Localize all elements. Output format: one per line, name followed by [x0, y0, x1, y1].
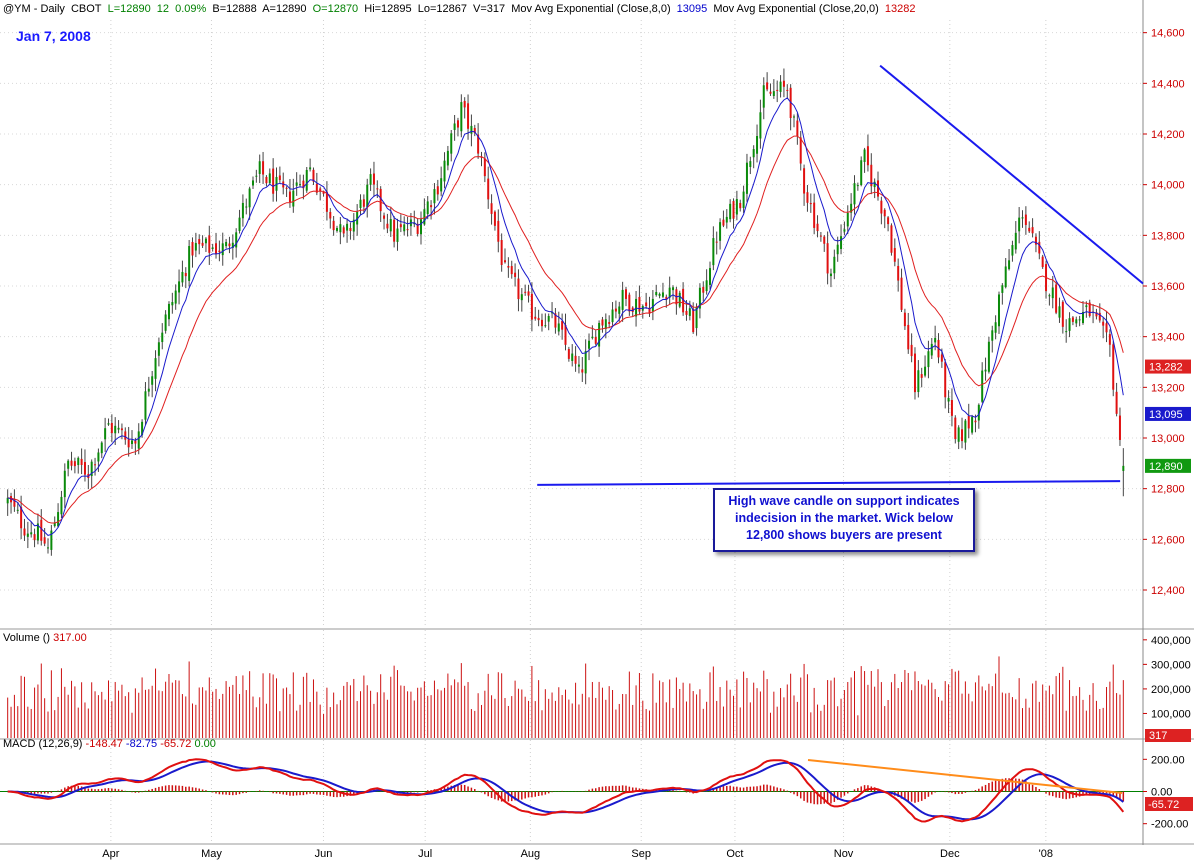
x-tick-label: Apr [102, 848, 119, 860]
x-tick-label: Nov [834, 848, 854, 860]
x-tick-label: Oct [726, 848, 743, 860]
x-tick-label: May [201, 848, 222, 860]
x-tick-label: Jul [418, 848, 432, 860]
x-tick-label: Sep [631, 848, 651, 860]
x-tick-label: Aug [521, 848, 541, 860]
x-tick-label: Dec [940, 848, 960, 860]
x-tick-label: Jun [315, 848, 333, 860]
x-tick-label: '08 [1039, 848, 1053, 860]
